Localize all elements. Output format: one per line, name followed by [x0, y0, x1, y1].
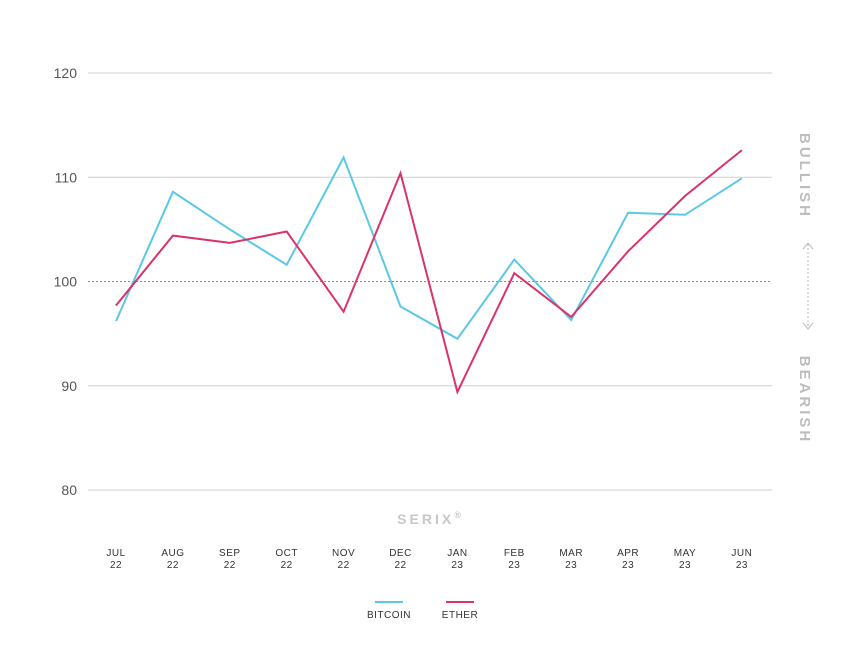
- double-arrow-icon: [803, 243, 813, 329]
- legend-label-bitcoin: BITCOIN: [367, 610, 411, 621]
- brand-registered-mark: ®: [454, 510, 461, 520]
- series-line-ether: [116, 150, 742, 392]
- series-lines: [116, 150, 742, 392]
- y-axis-ticks: 80 90 100 110 120: [54, 65, 78, 498]
- legend-label-ether: ETHER: [442, 610, 478, 621]
- brand-logo: SERIX®: [397, 510, 461, 527]
- y-tick-label: 80: [61, 482, 77, 498]
- y-tick-label: 100: [54, 274, 78, 290]
- grid-lines: [88, 73, 772, 490]
- y-tick-label: 90: [61, 378, 77, 394]
- y-tick-label: 110: [55, 169, 78, 185]
- bullish-label: BULLISH: [796, 133, 813, 219]
- sentiment-indicator: BULLISH BEARISH: [796, 133, 813, 444]
- y-tick-label: 120: [54, 65, 78, 81]
- bearish-label: BEARISH: [796, 356, 813, 445]
- brand-name: SERIX: [397, 511, 454, 527]
- brand-text: SERIX®: [397, 510, 461, 527]
- series-line-bitcoin: [116, 157, 742, 338]
- legend: BITCOIN ETHER: [367, 602, 478, 621]
